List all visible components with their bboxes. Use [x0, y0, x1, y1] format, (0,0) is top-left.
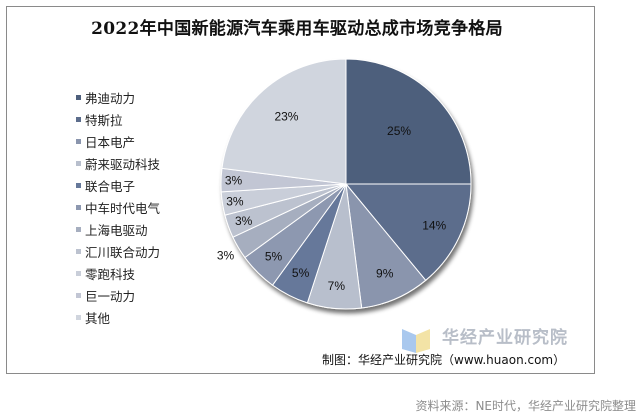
legend-item: 弗迪动力 — [76, 86, 160, 108]
legend-item: 中车时代电气 — [76, 196, 160, 218]
legend-swatch-icon — [76, 248, 81, 254]
legend-label: 中车时代电气 — [85, 200, 161, 216]
legend-label: 巨一动力 — [85, 288, 136, 304]
legend-label: 其他 — [85, 310, 111, 326]
legend-swatch-icon — [76, 116, 81, 122]
watermark-text: 华经产业研究院 — [442, 328, 568, 348]
pie-slice — [221, 58, 347, 185]
pie-slice — [345, 58, 472, 185]
legend-item: 日本电产 — [76, 130, 160, 152]
slice-label: 3% — [225, 173, 243, 187]
slice-label: 5% — [265, 249, 283, 263]
legend-swatch-icon — [76, 226, 81, 232]
legend-swatch-icon — [76, 160, 81, 166]
legend-swatch-icon — [76, 270, 81, 276]
slice-label: 25% — [387, 124, 411, 138]
legend-label: 联合电子 — [85, 178, 136, 194]
slice-label: 3% — [226, 195, 244, 209]
legend-label: 蔚来驱动科技 — [85, 156, 161, 172]
legend-swatch-icon — [76, 314, 81, 320]
legend-item: 巨一动力 — [76, 284, 160, 306]
legend-item: 其他 — [76, 306, 160, 328]
legend-label: 零跑科技 — [85, 266, 136, 282]
legend-swatch-icon — [76, 292, 81, 298]
legend-item: 蔚来驱动科技 — [76, 152, 160, 174]
data-source: 资料来源：NE时代，华经产业研究院整理 — [415, 399, 636, 413]
legend-item: 特斯拉 — [76, 108, 160, 130]
legend-swatch-icon — [76, 182, 81, 188]
slice-label: 3% — [235, 214, 253, 228]
slice-label: 3% — [217, 248, 235, 262]
chart-legend: 弗迪动力特斯拉日本电产蔚来驱动科技 联合电子中车时代电气 上海电驱动汇川联合动力 零跑… — [76, 86, 160, 328]
chart-credit: 制图：华经产业研究院（www.huaon.com） — [322, 353, 566, 367]
slice-label: 5% — [292, 266, 310, 280]
legend-swatch-icon — [76, 204, 81, 210]
legend-item: 零跑科技 — [76, 262, 160, 284]
legend-swatch-icon — [76, 94, 81, 100]
legend-item: 上海电驱动 — [76, 218, 160, 240]
legend-label: 弗迪动力 — [85, 90, 136, 106]
slice-label: 9% — [376, 266, 394, 280]
legend-swatch-icon — [76, 138, 81, 144]
slice-label: 23% — [274, 109, 298, 123]
chart-title: 2022年中国新能源汽车乘用车驱动总成市场竞争格局 — [91, 19, 503, 39]
legend-label: 日本电产 — [85, 134, 136, 150]
legend-item: 联合电子 — [76, 174, 160, 196]
legend-item: 汇川联合动力 — [76, 240, 160, 262]
legend-label: 特斯拉 — [85, 112, 123, 128]
watermark: 华经产业研究院 — [400, 323, 590, 353]
watermark-logo-icon — [402, 329, 430, 353]
pie-slice — [344, 183, 472, 282]
legend-label: 汇川联合动力 — [85, 244, 161, 260]
slice-label: 14% — [422, 219, 446, 233]
legend-label: 上海电驱动 — [85, 222, 148, 238]
slice-label: 7% — [328, 279, 346, 293]
